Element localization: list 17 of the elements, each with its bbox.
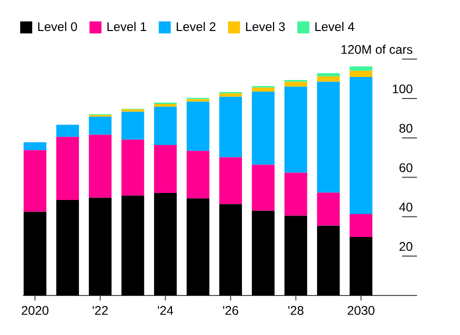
y-tick-label: 120M of cars bbox=[342, 44, 412, 54]
x-tick-label: 2020 bbox=[22, 306, 48, 315]
x-tick-label: 2030 bbox=[348, 306, 374, 315]
y-tick-label: 20 bbox=[400, 242, 412, 251]
y-tick-label: 40 bbox=[399, 202, 412, 212]
x-tick-label: '22 bbox=[92, 306, 108, 315]
y-tick-label: 60 bbox=[400, 163, 412, 172]
legend-label: Level 2 bbox=[176, 22, 216, 32]
x-tick-label: '24 bbox=[158, 306, 174, 315]
y-tick-label: 100 bbox=[392, 84, 412, 94]
legend-label: Level 1 bbox=[108, 22, 146, 32]
y-tick-label: 80 bbox=[399, 124, 412, 133]
legend-label: Level 0 bbox=[38, 22, 77, 32]
x-tick-label: '28 bbox=[288, 306, 304, 315]
legend-label: Level 4 bbox=[315, 22, 354, 32]
x-tick-label: '26 bbox=[223, 306, 238, 315]
legend-label: Level 3 bbox=[246, 22, 285, 32]
